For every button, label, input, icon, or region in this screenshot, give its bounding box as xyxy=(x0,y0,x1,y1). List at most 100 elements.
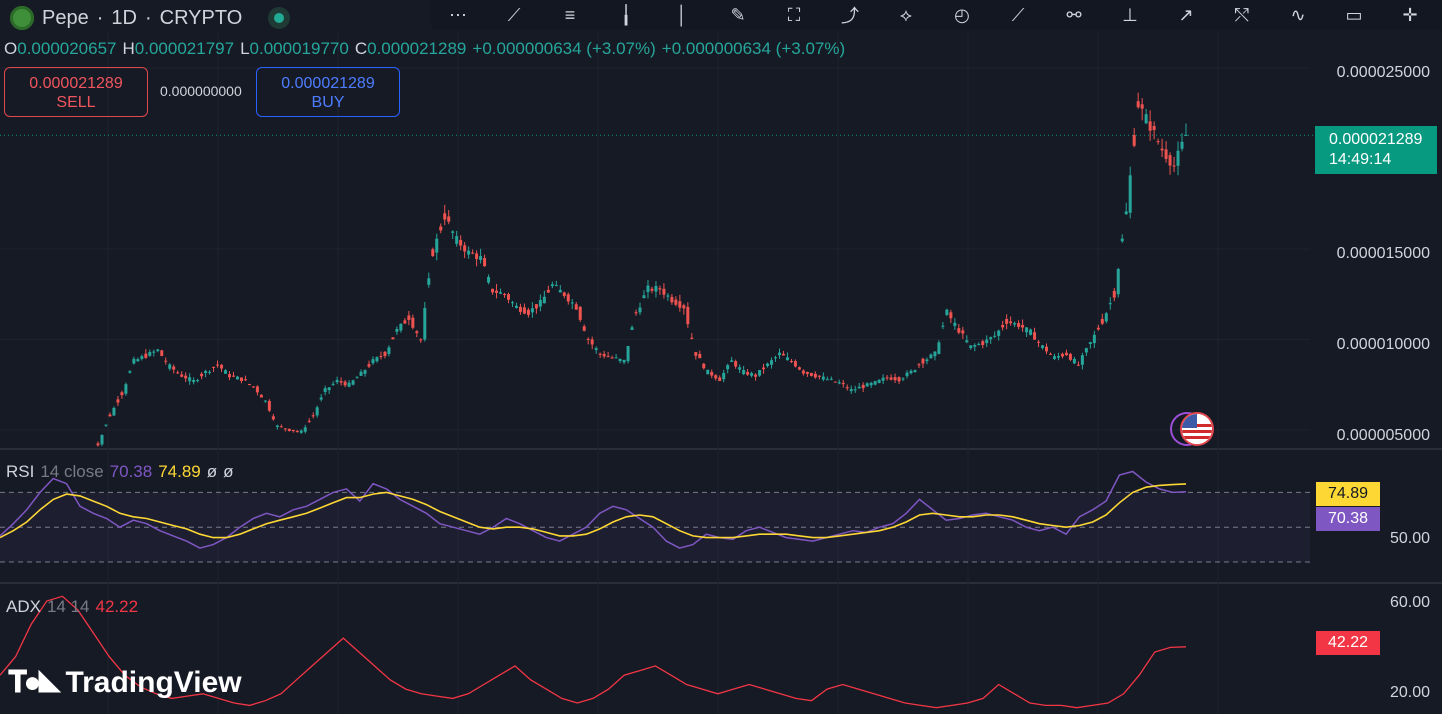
candle-body xyxy=(419,339,423,341)
candle-body xyxy=(746,372,750,375)
candle-body xyxy=(439,226,443,231)
market-status-icon[interactable] xyxy=(268,7,291,29)
candle-body xyxy=(618,358,622,362)
candle-body xyxy=(1025,327,1029,333)
candle-body xyxy=(985,339,989,344)
wave-icon[interactable]: ∿ xyxy=(1290,4,1306,25)
candle-body xyxy=(487,276,491,283)
us-flag-icon[interactable] xyxy=(1180,412,1214,446)
adx-legend[interactable]: ADX 14 14 42.22 xyxy=(6,597,138,617)
candle-body xyxy=(622,359,626,363)
candle-body xyxy=(1108,303,1112,305)
candle-body xyxy=(646,285,650,293)
candle-body xyxy=(570,302,574,304)
pin-icon[interactable]: ⊥ xyxy=(1122,4,1138,25)
candle-body xyxy=(491,288,495,293)
candle-body xyxy=(678,301,682,308)
candle-body xyxy=(809,373,813,376)
candles-icon[interactable]: ╽ xyxy=(620,4,632,25)
candle-body xyxy=(255,386,259,393)
candle-body xyxy=(1088,342,1092,344)
candle-body xyxy=(714,375,718,379)
more-icon[interactable]: ✛ xyxy=(1402,4,1418,25)
candle-body xyxy=(722,372,726,380)
brush-icon[interactable]: ⛶ xyxy=(787,4,801,25)
candle-body xyxy=(275,425,279,427)
line-tool-icon[interactable]: ⟋ xyxy=(507,4,521,25)
candle-body xyxy=(586,338,590,340)
buy-button[interactable]: 0.000021289 BUY xyxy=(256,67,400,117)
clock-icon[interactable]: ◴ xyxy=(954,4,970,25)
candle-body xyxy=(1152,125,1156,131)
candle-body xyxy=(594,348,598,350)
candle-body xyxy=(905,372,909,377)
sell-price: 0.000021289 xyxy=(29,75,123,92)
eye-link-icon[interactable]: ⤲ xyxy=(1234,4,1250,25)
candle-body xyxy=(506,294,510,300)
candle-body xyxy=(479,256,483,261)
price-scale-label: 0.000015000 xyxy=(1336,245,1430,262)
candle-body xyxy=(710,372,714,376)
candle-body xyxy=(1064,352,1068,356)
candle-body xyxy=(694,352,698,356)
candle-body xyxy=(650,288,654,291)
candle-body xyxy=(196,380,200,382)
candle-body xyxy=(311,415,315,417)
symbol-header[interactable]: Pepe · 1D · CRYPTO xyxy=(10,6,291,30)
close-label: C xyxy=(354,39,368,58)
candle-body xyxy=(566,294,570,302)
candle-body xyxy=(626,346,630,362)
node-icon[interactable]: ⟡ xyxy=(900,4,912,25)
candle-body xyxy=(590,339,594,345)
drawing-toolbar: ⋯ ⟋ ≡ ╽ │ ✎ ⛶ ⤴ ⟡ ◴ ⟋ ⚯ ⊥ ↗ ⤲ ∿ ▭ ✛ xyxy=(430,0,1442,30)
candle-body xyxy=(1052,356,1056,359)
candle-body xyxy=(140,356,144,359)
candle-body xyxy=(1005,318,1009,324)
ray-icon[interactable]: ⟋ xyxy=(1011,4,1025,25)
candle-body xyxy=(259,394,263,398)
candle-body xyxy=(164,360,168,362)
candle-body xyxy=(475,253,479,260)
candle-body xyxy=(172,366,176,370)
dots-icon[interactable]: ⋯ xyxy=(449,4,467,25)
cursor-line-icon[interactable]: │ xyxy=(676,4,688,25)
tradingview-logo[interactable]: 𝐓●◣ TradingView xyxy=(8,666,242,700)
candle-body xyxy=(642,295,646,298)
sell-button[interactable]: 0.000021289 SELL xyxy=(4,67,148,117)
candle-body xyxy=(116,399,120,403)
candle-body xyxy=(965,340,969,343)
rsi-legend[interactable]: RSI 14 close 70.38 74.89 ø ø xyxy=(6,462,234,482)
candle-body xyxy=(391,337,395,340)
candle-body xyxy=(718,377,722,381)
candle-body xyxy=(510,302,514,304)
rsi-band-fill xyxy=(0,492,1310,562)
candle-body xyxy=(279,426,283,428)
network-icon[interactable]: ⚯ xyxy=(1066,4,1082,25)
candle-body xyxy=(734,361,738,367)
path-icon[interactable]: ⤴ xyxy=(841,6,859,26)
interval[interactable]: 1D xyxy=(111,6,137,29)
candle-body xyxy=(682,305,686,309)
rsi-name: RSI xyxy=(6,462,35,481)
candle-body xyxy=(526,309,530,315)
candle-body xyxy=(758,370,762,376)
candle-body xyxy=(865,383,869,387)
candle-body xyxy=(574,304,578,310)
candle-body xyxy=(503,293,507,295)
candle-body xyxy=(1184,134,1188,136)
candle-body xyxy=(1112,290,1116,298)
rectangle-icon[interactable]: ▭ xyxy=(1345,4,1363,25)
node-arrow-icon[interactable]: ↗ xyxy=(1178,4,1194,25)
candle-body xyxy=(96,443,100,446)
candle-body xyxy=(1092,334,1096,344)
candle-body xyxy=(953,322,957,326)
candle-body xyxy=(303,427,307,432)
candle-body xyxy=(598,353,602,355)
candle-body xyxy=(1048,353,1052,355)
pencil-square-icon[interactable]: ✎ xyxy=(730,4,746,25)
candle-body xyxy=(224,370,228,374)
price-scale-label: 0.000025000 xyxy=(1336,64,1430,81)
candle-body xyxy=(355,377,359,379)
horizontal-lines-icon[interactable]: ≡ xyxy=(564,4,576,25)
